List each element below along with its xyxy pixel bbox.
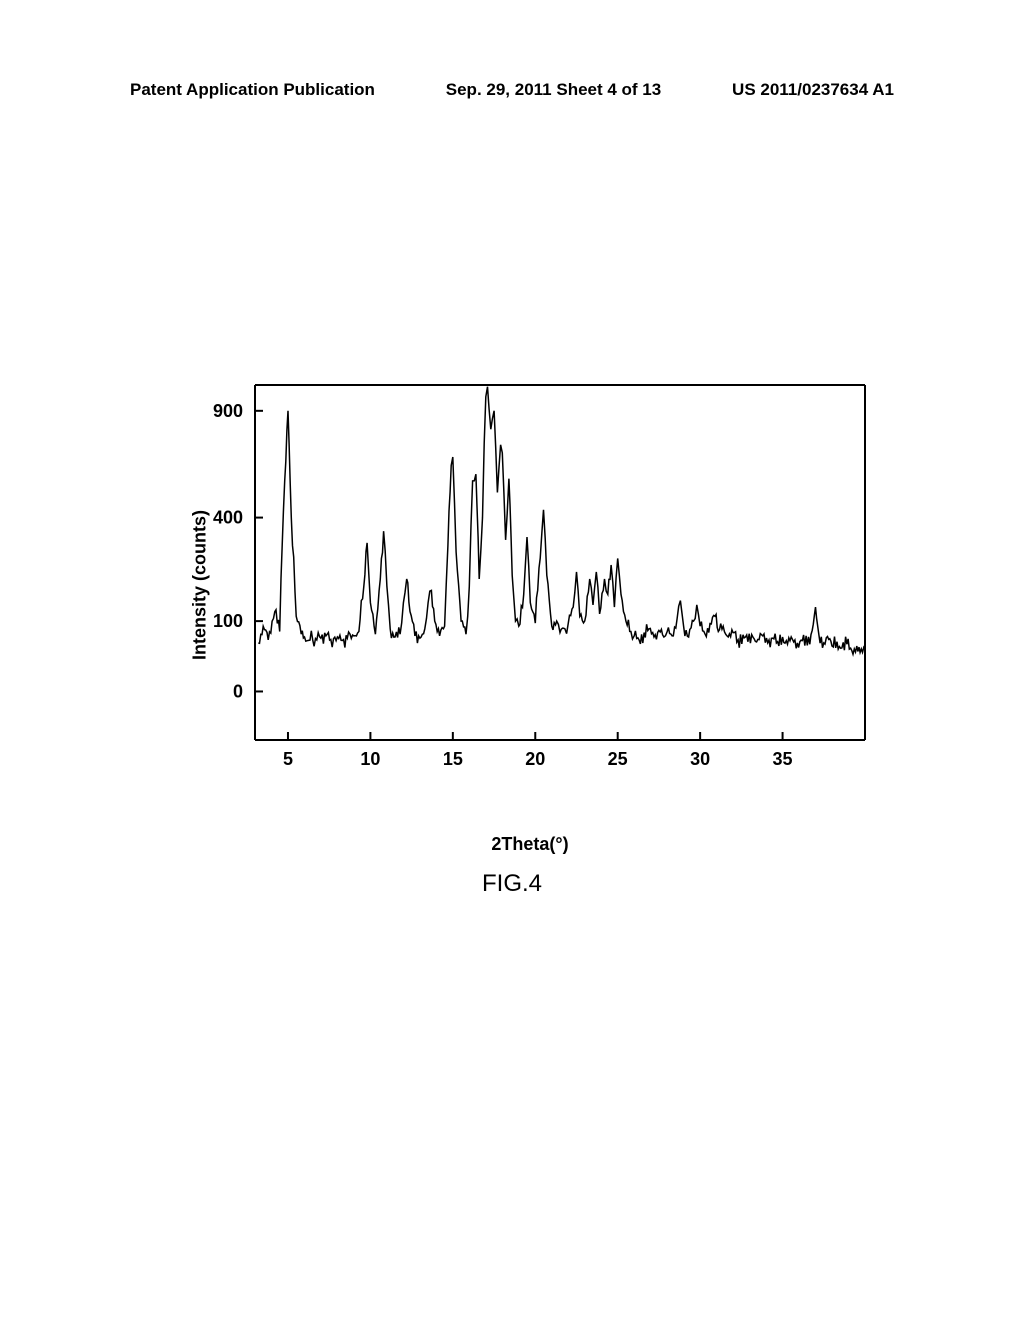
svg-text:10: 10	[360, 749, 380, 769]
svg-text:35: 35	[773, 749, 793, 769]
header-publication: Patent Application Publication	[130, 80, 375, 100]
svg-text:5: 5	[283, 749, 293, 769]
chart-svg: 5 10 15 20 25 30 35 0 100 400 900	[180, 370, 880, 800]
page-header: Patent Application Publication Sep. 29, …	[0, 80, 1024, 100]
xrd-chart: Intensity (counts) 5 10 15 20 25 30 35 0 100 400 9…	[180, 370, 880, 800]
svg-text:400: 400	[213, 508, 243, 528]
svg-text:30: 30	[690, 749, 710, 769]
svg-text:25: 25	[608, 749, 628, 769]
svg-text:900: 900	[213, 401, 243, 421]
header-sheet-info: Sep. 29, 2011 Sheet 4 of 13	[446, 80, 661, 100]
y-axis-label: Intensity (counts)	[190, 510, 211, 660]
svg-text:0: 0	[233, 681, 243, 701]
x-axis-label: 2Theta(°)	[491, 834, 568, 855]
svg-text:100: 100	[213, 611, 243, 631]
figure-caption: FIG.4	[482, 870, 542, 898]
header-patent-number: US 2011/0237634 A1	[732, 80, 894, 100]
svg-text:20: 20	[525, 749, 545, 769]
svg-text:15: 15	[443, 749, 463, 769]
